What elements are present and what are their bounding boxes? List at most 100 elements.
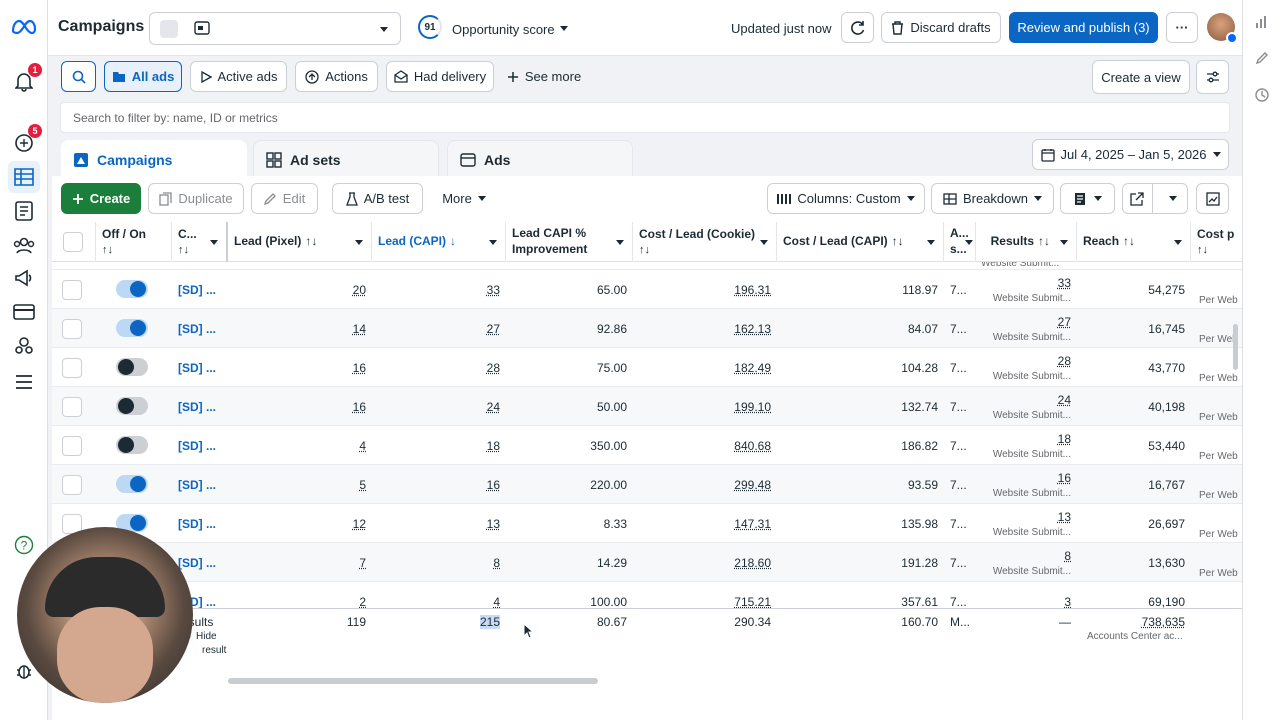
lead-pixel-cell: 20	[228, 270, 372, 309]
row-checkbox[interactable]	[62, 319, 82, 339]
row-checkbox[interactable]	[62, 436, 82, 456]
export-icon[interactable]	[1123, 184, 1153, 213]
tab-campaigns[interactable]: Campaigns	[61, 140, 247, 180]
user-avatar[interactable]	[1207, 13, 1238, 44]
campaign-name-cell[interactable]: [SD] ...	[172, 348, 228, 387]
cell-value: 26,697	[1148, 516, 1185, 531]
row-checkbox[interactable]	[62, 397, 82, 417]
chevron-down-icon[interactable]	[1159, 196, 1188, 201]
discard-drafts-button[interactable]: Discard drafts	[881, 12, 1001, 43]
help-icon[interactable]: ?	[8, 529, 40, 561]
total-lead-capi[interactable]: 215	[479, 615, 500, 629]
business-tools-icon[interactable]	[8, 329, 40, 361]
edit-button[interactable]: Edit	[251, 183, 318, 214]
table-row[interactable]: [SD] ... 2 4 100.00 715.21 357.61 7... 3 69,190	[52, 582, 1242, 608]
col-header-off-on[interactable]: Off / On ↑↓	[96, 222, 172, 262]
tab-ad-sets[interactable]: Ad sets	[253, 140, 439, 178]
row-checkbox[interactable]	[62, 358, 82, 378]
opportunity-score-gauge[interactable]: 91	[418, 15, 442, 39]
table-row[interactable]: [SD] ... 20 33 65.00 196.31 118.97 7... 33 Websi…	[52, 270, 1242, 309]
col-header-cost-per[interactable]: Cost p ↑↓	[1191, 222, 1242, 262]
billing-card-icon[interactable]	[8, 296, 40, 328]
table-row[interactable]: [SD] ... 12 13 8.33 147.31 135.98 7... 13 Websit…	[52, 504, 1242, 543]
ad-account-selector[interactable]	[149, 12, 401, 45]
row-on-off-toggle[interactable]	[116, 319, 148, 337]
lead-pixel-cell: 2	[228, 582, 372, 609]
date-range-picker[interactable]: Jul 4, 2025 – Jan 5, 2026	[1032, 139, 1229, 170]
view-settings-button[interactable]	[1196, 60, 1229, 94]
table-row[interactable]: [SD] ... 7 8 14.29 218.60 191.28 7... 8 Website …	[52, 543, 1242, 582]
campaign-name-cell[interactable]: [SD] ...	[172, 426, 228, 465]
campaign-name-cell[interactable]: [SD] ...	[172, 270, 228, 309]
col-header-campaign[interactable]: C... ↑↓	[172, 222, 228, 262]
campaign-name-cell[interactable]: [SD] ...	[172, 543, 228, 582]
audiences-icon[interactable]	[8, 229, 40, 261]
reports-icon[interactable]	[8, 195, 40, 227]
menu-icon[interactable]	[8, 366, 40, 398]
col-header-cost-lead-capi[interactable]: Cost / Lead (CAPI) ↑↓	[777, 222, 944, 262]
select-all-checkbox[interactable]	[63, 232, 83, 252]
search-button[interactable]	[61, 61, 96, 92]
row-on-off-toggle[interactable]	[116, 436, 148, 454]
horizontal-scrollbar[interactable]	[228, 678, 598, 684]
campaign-name-cell[interactable]: [SD] ...	[172, 465, 228, 504]
chevron-down-icon[interactable]	[560, 26, 568, 31]
table-row[interactable]: [SD] ... 16 24 50.00 199.10 132.74 7... 24 Websi…	[52, 387, 1242, 426]
toggle-knob	[118, 437, 134, 453]
create-button[interactable]: Create	[61, 183, 141, 214]
history-clock-icon[interactable]	[1254, 87, 1270, 103]
row-checkbox[interactable]	[62, 475, 82, 495]
col-header-capi-improvement[interactable]: Lead CAPI % Improvement	[506, 222, 633, 262]
search-icon	[72, 70, 86, 84]
table-row[interactable]: [SD] ... 4 18 350.00 840.68 186.82 7... 18 Websi…	[52, 426, 1242, 465]
row-checkbox[interactable]	[62, 280, 82, 300]
col-header-results[interactable]: Results ↑↓	[976, 222, 1077, 262]
alerts-icon[interactable]: 5	[8, 124, 42, 159]
filter-had-delivery[interactable]: Had delivery	[386, 61, 494, 92]
opportunity-score-label[interactable]: Opportunity score	[452, 22, 555, 37]
pencil-icon[interactable]	[1254, 50, 1270, 66]
row-on-off-toggle[interactable]	[116, 280, 148, 298]
more-options-button[interactable]: ···	[1166, 12, 1198, 43]
campaign-name-cell[interactable]: [SD] ...	[172, 309, 228, 348]
see-more-filters-button[interactable]: See more	[502, 61, 586, 92]
bug-report-icon[interactable]	[8, 655, 40, 687]
table-row[interactable]: [SD] ... 5 16 220.00 299.48 93.59 7... 16 Websit…	[52, 465, 1242, 504]
col-header-reach[interactable]: Reach ↑↓	[1077, 222, 1191, 262]
vertical-scrollbar[interactable]	[1233, 324, 1238, 370]
bar-chart-icon[interactable]	[1254, 14, 1270, 30]
filter-actions[interactable]: Actions	[295, 61, 378, 92]
cost-cookie-cell: 147.31	[633, 504, 777, 543]
col-header-lead-pixel[interactable]: Lead (Pixel) ↑↓	[228, 222, 372, 262]
col-header-cost-lead-cookie[interactable]: Cost / Lead (Cookie) ↑↓	[633, 222, 777, 262]
row-on-off-toggle[interactable]	[116, 397, 148, 415]
ads-manager-table-icon[interactable]	[8, 161, 40, 193]
more-actions-button[interactable]: More	[432, 183, 496, 214]
ab-test-button[interactable]: A/B test	[332, 183, 423, 214]
campaign-name-cell[interactable]: [SD] ...	[172, 387, 228, 426]
campaign-name-cell[interactable]: [SD] ...	[172, 504, 228, 543]
row-on-off-toggle[interactable]	[116, 358, 148, 376]
col-header-lead-capi[interactable]: Lead (CAPI) ↓	[372, 222, 506, 262]
col-header-attribution[interactable]: A... s...	[944, 222, 976, 262]
row-on-off-toggle[interactable]	[116, 514, 148, 532]
meta-logo-icon[interactable]	[8, 11, 40, 43]
export-button-group[interactable]	[1122, 183, 1188, 214]
megaphone-icon[interactable]	[8, 262, 40, 294]
table-row[interactable]: [SD] ... 14 27 92.86 162.13 84.07 7... 27 Websit…	[52, 309, 1242, 348]
tab-ads[interactable]: Ads	[447, 140, 633, 178]
refresh-button[interactable]	[841, 12, 874, 43]
search-filter-input[interactable]: Search to filter by: name, ID or metrics	[60, 102, 1230, 133]
filter-all-ads[interactable]: All ads	[104, 61, 182, 92]
table-row[interactable]: [SD] ... 16 28 75.00 182.49 104.28 7... 28 Websi…	[52, 348, 1242, 387]
row-on-off-toggle[interactable]	[116, 475, 148, 493]
duplicate-button[interactable]: Duplicate	[148, 183, 244, 214]
breakdown-selector[interactable]: Breakdown	[931, 183, 1054, 214]
bell-icon[interactable]: 1	[8, 63, 42, 98]
charts-toggle-button[interactable]	[1196, 183, 1229, 214]
review-publish-button[interactable]: Review and publish (3)	[1009, 12, 1158, 43]
filter-active-ads[interactable]: Active ads	[190, 61, 287, 92]
create-view-button[interactable]: Create a view	[1092, 60, 1190, 94]
columns-selector[interactable]: Columns: Custom	[767, 183, 925, 214]
reports-menu-button[interactable]	[1060, 183, 1115, 214]
